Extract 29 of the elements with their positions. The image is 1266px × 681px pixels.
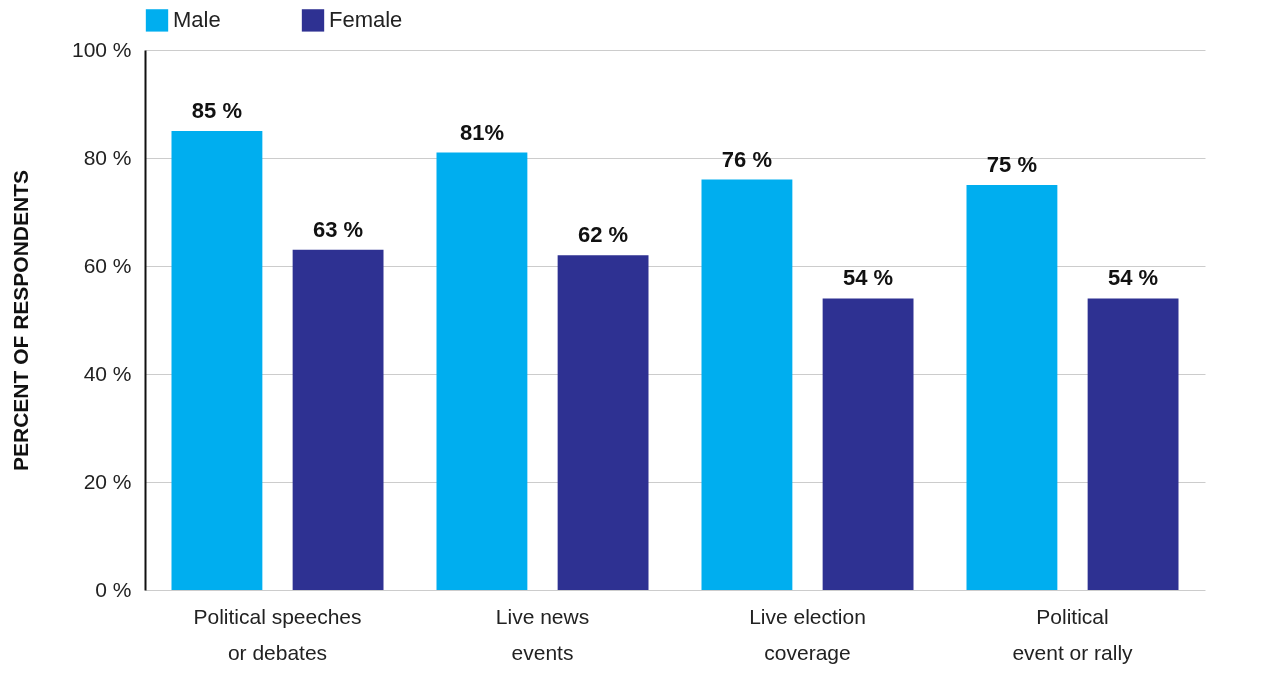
legend-label: Female [329, 7, 403, 33]
x-tick-label: Live election coverage [749, 604, 866, 664]
y-axis-title: PERCENT OF RESPONDENTS [8, 169, 32, 472]
bar [436, 152, 528, 590]
data-label: 63 % [312, 216, 364, 242]
x-tick-label: Political event or rally [1012, 604, 1134, 664]
bar [171, 131, 263, 590]
bar [557, 255, 649, 590]
data-label: 75 % [986, 152, 1038, 177]
data-label: 54 % [842, 265, 894, 291]
y-tick-label: 60 % [83, 253, 132, 277]
bar [701, 179, 793, 590]
y-tick-label: 20 % [83, 469, 132, 493]
y-tick-label: 100 % [71, 37, 132, 61]
y-tick-label: 0 % [95, 577, 132, 601]
bar [1087, 298, 1179, 590]
bar [966, 185, 1058, 590]
data-label: 76 % [721, 146, 773, 172]
data-label: 85 % [191, 98, 243, 123]
y-tick-label: 40 % [83, 361, 132, 385]
data-label: 62 % [577, 222, 629, 248]
x-tick-label: Live news events [495, 604, 590, 664]
data-label: 54 % [1107, 265, 1159, 291]
y-tick-label: 80 % [83, 145, 132, 169]
x-tick-label: Political speeches or debates [193, 604, 362, 664]
data-label: 81% [459, 119, 504, 145]
bar [822, 298, 914, 590]
bar [292, 249, 384, 590]
legend-label: Male [173, 7, 221, 33]
